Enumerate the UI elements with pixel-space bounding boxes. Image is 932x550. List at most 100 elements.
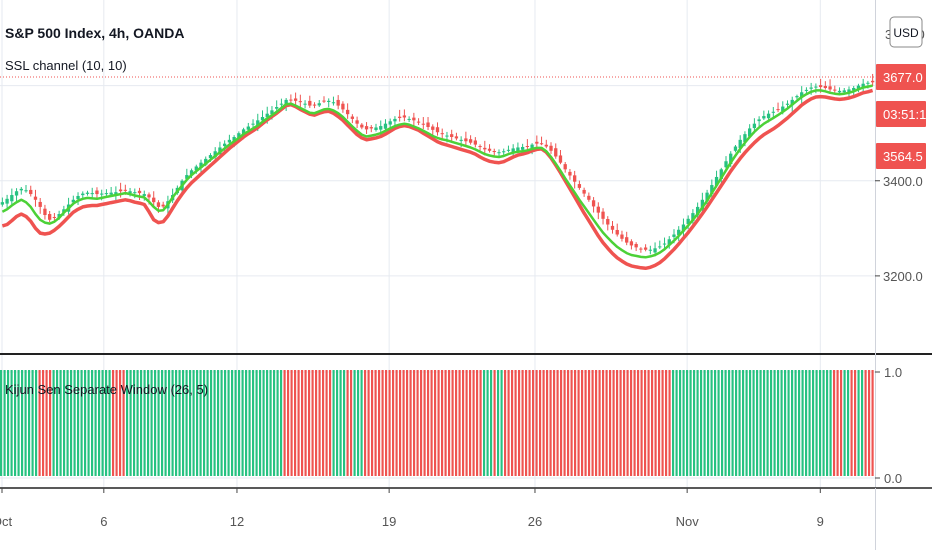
kijun-bar <box>136 370 139 476</box>
candle-body <box>629 241 634 246</box>
kijun-bar <box>668 370 671 476</box>
candle-body <box>492 151 496 153</box>
kijun-bar <box>479 370 482 476</box>
kijun-bar <box>700 370 703 476</box>
candle-body <box>596 206 600 213</box>
candle-body <box>573 175 577 182</box>
candle <box>733 145 738 153</box>
kijun-bar <box>31 370 34 476</box>
candle <box>341 101 345 113</box>
kijun-bar <box>731 370 734 476</box>
kijun-bar <box>857 370 860 476</box>
candle-body <box>76 195 80 200</box>
candle-body <box>530 144 534 148</box>
candle-body <box>776 109 780 111</box>
kijun-bar <box>133 370 136 476</box>
candle <box>823 81 827 90</box>
kijun-bar <box>203 370 206 476</box>
kijun-bar <box>262 370 265 476</box>
kijun-bar <box>504 370 507 476</box>
kijun-bar <box>871 370 874 476</box>
kijun-bar <box>308 370 311 476</box>
kijun-bar <box>836 370 839 476</box>
candle-body <box>194 166 198 171</box>
kijun-bar <box>658 370 661 476</box>
kijun-bar <box>717 370 720 476</box>
candle <box>634 242 638 252</box>
kijun-bar <box>567 370 570 476</box>
kijun-bar <box>416 370 419 476</box>
candle-body <box>289 99 293 101</box>
kijun-bar <box>854 370 857 476</box>
candle-body <box>137 190 142 194</box>
candle <box>19 186 23 195</box>
candle <box>289 94 293 104</box>
x-tick-label: 26 <box>528 514 542 529</box>
kijun-bar <box>325 370 328 476</box>
candle <box>90 187 94 199</box>
candle <box>251 119 255 129</box>
candle-body <box>383 123 388 129</box>
kijun-bar <box>539 370 542 476</box>
high-price-badge: 3677.0 <box>876 64 926 90</box>
kijun-bar <box>693 370 696 476</box>
candle <box>52 213 57 221</box>
x-tick-label: 12 <box>230 514 244 529</box>
candle-body <box>738 139 742 149</box>
kijun-bar <box>49 370 52 476</box>
kijun-bar <box>710 370 713 476</box>
candle-body <box>847 89 851 93</box>
candle-body <box>577 184 582 188</box>
kijun-bar <box>101 370 104 476</box>
candle-body <box>223 143 227 147</box>
candle-body <box>48 214 52 220</box>
kijun-bar <box>735 370 738 476</box>
candle <box>426 117 430 131</box>
candle-body <box>568 171 572 176</box>
kijun-bar <box>140 370 143 476</box>
kijun-bar <box>861 370 864 476</box>
kijun-bar <box>675 370 678 476</box>
kijun-bar <box>665 370 668 476</box>
high-price-badge-bg <box>876 64 926 90</box>
currency-button-label: USD <box>893 26 919 40</box>
candle <box>544 139 548 149</box>
candle-body <box>322 100 326 102</box>
candle <box>393 116 397 127</box>
candle-body <box>667 239 671 246</box>
candle <box>33 189 38 207</box>
candle-body <box>506 149 511 151</box>
currency-button[interactable]: USD <box>889 16 923 48</box>
kijun-bar <box>24 370 27 476</box>
countdown-badge-bg <box>876 101 926 127</box>
kijun-bar <box>686 370 689 476</box>
candle-body <box>823 85 827 88</box>
candle-body <box>852 88 856 91</box>
kijun-bar <box>406 370 409 476</box>
candle-body <box>781 106 785 112</box>
candle-body <box>487 148 492 151</box>
kijun-bar <box>591 370 594 476</box>
kijun-bar <box>168 370 171 476</box>
kijun-bar <box>287 370 290 476</box>
kijun-bar <box>822 370 825 476</box>
candle <box>137 187 142 201</box>
kijun-bar <box>518 370 521 476</box>
candle-body <box>355 120 359 124</box>
candle-body <box>672 234 676 237</box>
candle-body <box>369 127 373 129</box>
candle-body <box>142 194 146 196</box>
candle-body <box>601 211 605 219</box>
kijun-bar <box>311 370 314 476</box>
kijun-bar <box>640 370 643 476</box>
candle-body <box>695 206 700 216</box>
candle <box>374 123 378 132</box>
x-tick-label: 9 <box>817 514 824 529</box>
kijun-bar <box>38 370 41 476</box>
kijun-bar <box>546 370 549 476</box>
candle <box>691 209 695 225</box>
kijun-bar <box>448 370 451 476</box>
kijun-bar <box>868 370 871 476</box>
candle <box>468 135 473 145</box>
